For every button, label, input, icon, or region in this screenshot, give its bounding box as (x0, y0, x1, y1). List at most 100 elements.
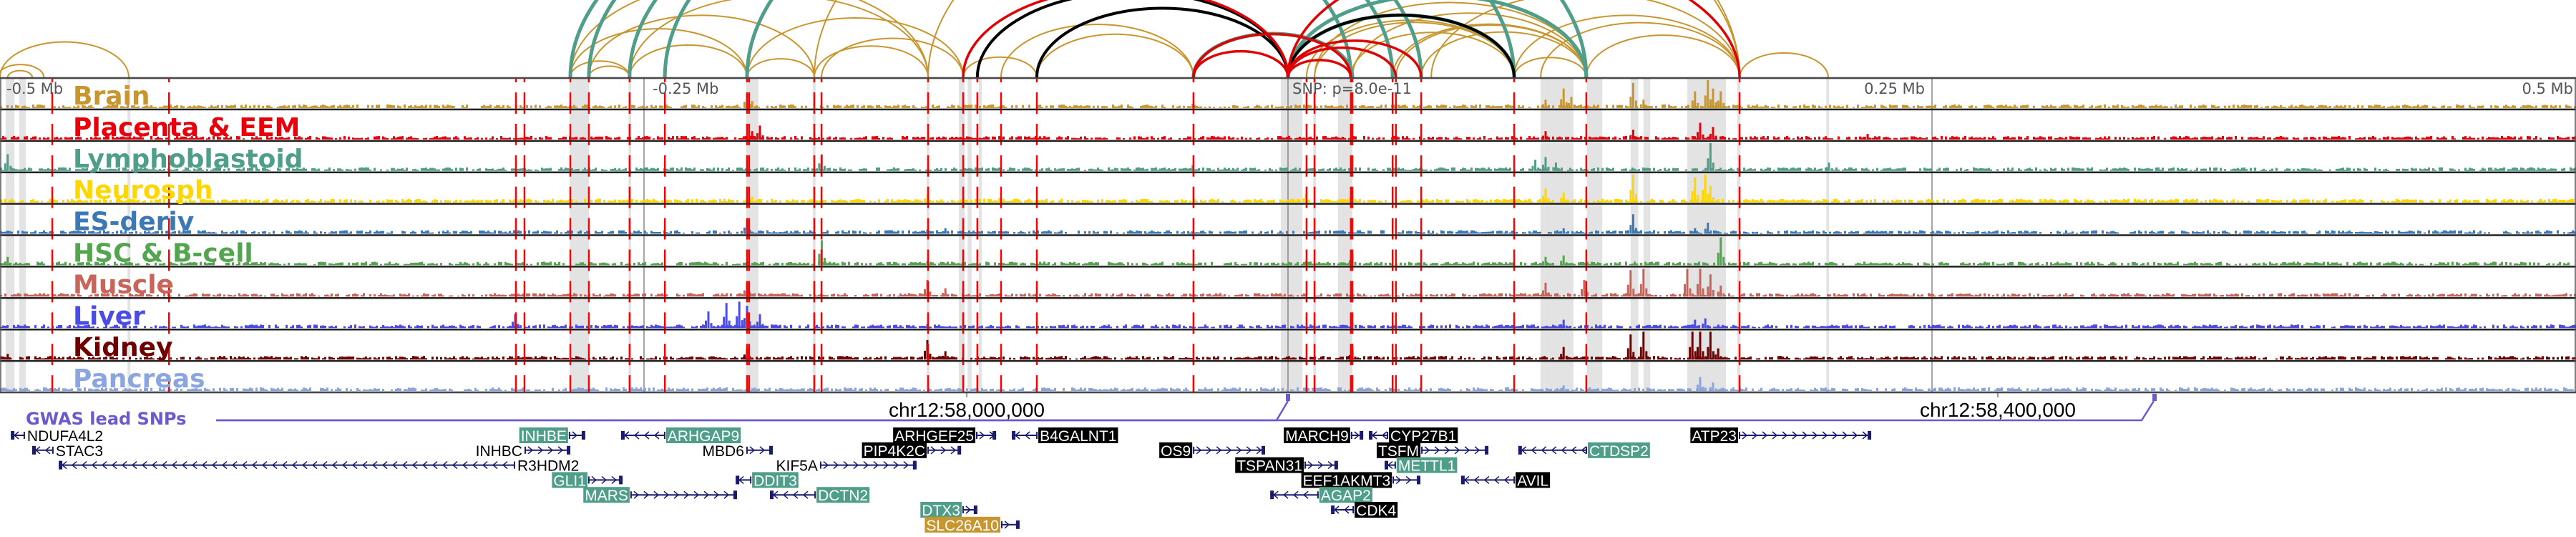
axis-tick-label: -0.5 Mb (6, 80, 63, 97)
gene-os9[interactable]: OS9 (1159, 442, 1265, 460)
gene-label[interactable]: MARCH9 (1285, 428, 1349, 445)
signal-peak (929, 291, 932, 297)
gene-pip4k2c[interactable]: PIP4K2C (862, 442, 962, 460)
signal-peak (1562, 255, 1565, 266)
gwas-snp-marker[interactable] (1286, 394, 1290, 401)
gene-label[interactable]: EEF1AKMT3 (1303, 473, 1391, 489)
gene-label[interactable]: TSPAN31 (1236, 458, 1302, 475)
gene-atp23[interactable]: ATP23 (1690, 427, 1872, 445)
loop-arc-gold (587, 14, 815, 78)
signal-peak (924, 289, 926, 297)
signal-peak (1560, 324, 1563, 329)
gene-label-box (1516, 472, 1551, 488)
signal-peak (1537, 168, 1540, 171)
gene-label-box (1235, 457, 1304, 473)
gene-march9[interactable]: MARCH9 (1284, 427, 1364, 445)
gene-structure-icon (927, 445, 962, 455)
gene-label[interactable]: AVIL (1517, 473, 1548, 489)
gene-mettl1[interactable]: METTL1 (1385, 457, 1458, 475)
signal-peak (1707, 158, 1709, 171)
gene-label[interactable]: KIF5A (776, 458, 818, 475)
loop-arc-black (1287, 14, 1516, 78)
loop-arc-gold (1430, 0, 1741, 78)
gene-stac3[interactable]: STAC3 (32, 443, 103, 460)
track-label: Neurosph (73, 176, 213, 205)
gene-label-box (920, 502, 962, 518)
gene-label[interactable]: CDK4 (1356, 503, 1396, 519)
gene-label[interactable]: SLC26A10 (926, 518, 999, 534)
gene-label[interactable]: NDUFA4L2 (27, 428, 103, 445)
loop-arc-red (1192, 49, 1289, 78)
gene-ctdsp2[interactable]: CTDSP2 (1518, 442, 1650, 460)
gene-label[interactable]: MARS (585, 488, 628, 504)
gene-dtx3[interactable]: DTX3 (920, 502, 977, 519)
signal-peak (758, 314, 761, 329)
loop-arc-gold (1513, 57, 1587, 78)
signal-peak (1565, 199, 1568, 203)
gene-label[interactable]: GLI1 (553, 473, 586, 489)
signal-peak (1349, 260, 1351, 266)
gene-label[interactable]: MBD6 (703, 443, 744, 460)
loop-arc-gold (821, 37, 965, 78)
gene-label[interactable]: AGAP2 (1321, 488, 1371, 504)
gene-cyp27b1[interactable]: CYP27B1 (1369, 427, 1458, 445)
signal-peak (1697, 102, 1699, 108)
gene-ddit3[interactable]: DDIT3 (736, 472, 799, 489)
track-label: Brain (73, 82, 150, 111)
signal-peak (1714, 388, 1717, 391)
signal-peak (725, 303, 728, 329)
gene-label[interactable]: INHBC (476, 443, 522, 460)
signal-background (0, 387, 2574, 391)
gene-label[interactable]: B4GALNT1 (1040, 428, 1116, 445)
signal-peak (1560, 198, 1563, 203)
gene-r3hdm2[interactable]: R3HDM2 (59, 458, 579, 475)
gene-label[interactable]: DDIT3 (753, 473, 797, 489)
gene-structure-icon (620, 431, 665, 440)
signal-peak (1547, 105, 1550, 108)
gene-inhbe[interactable]: INHBE (519, 427, 585, 445)
gene-label[interactable]: PIP4K2C (864, 443, 925, 460)
gene-label[interactable]: INHBE (521, 428, 567, 445)
gene-ndufa4l2[interactable]: NDUFA4L2 (11, 428, 103, 445)
gene-agap2[interactable]: AGAP2 (1270, 487, 1372, 504)
gene-b4galnt1[interactable]: B4GALNT1 (1012, 427, 1118, 445)
gene-mars[interactable]: MARS (583, 487, 737, 504)
loop-arc-gold (0, 41, 130, 78)
gene-gli1[interactable]: GLI1 (552, 472, 623, 489)
gene-label[interactable]: ARHGEF25 (894, 428, 974, 445)
gene-label[interactable]: CTDSP2 (1589, 443, 1649, 460)
chromatin-loop-arcs (0, 0, 1829, 78)
signal-peak (1694, 177, 1697, 203)
gene-label[interactable]: STAC3 (56, 443, 103, 460)
gene-label[interactable]: TSFM (1378, 443, 1419, 460)
signal-peak (743, 390, 746, 391)
gene-mbd6[interactable]: MBD6 (703, 443, 773, 460)
gene-label[interactable]: METTL1 (1398, 458, 1456, 475)
gene-label[interactable]: R3HDM2 (517, 458, 579, 475)
gene-slc26a10[interactable]: SLC26A10 (924, 516, 1020, 534)
signal-peak (1707, 325, 1709, 329)
signal-peak (1634, 228, 1637, 234)
signal-peak (1189, 168, 1191, 171)
gene-eef1akmt3[interactable]: EEF1AKMT3 (1301, 472, 1421, 489)
gene-inhbc[interactable]: INHBC (476, 443, 571, 460)
gene-label[interactable]: DCTN2 (818, 488, 868, 504)
signal-tracks (0, 77, 2576, 394)
gene-label[interactable]: ATP23 (1692, 428, 1737, 445)
gene-structure-icon (976, 431, 997, 440)
gene-label[interactable]: OS9 (1161, 443, 1191, 460)
gene-label[interactable]: DTX3 (922, 503, 960, 519)
gene-cdk4[interactable]: CDK4 (1331, 502, 1398, 519)
signal-peak (1709, 185, 1712, 203)
gwas-snp-marker[interactable] (2152, 394, 2157, 401)
gene-arhgef25[interactable]: ARHGEF25 (893, 427, 997, 445)
signal-peak (9, 262, 12, 266)
gene-avil[interactable]: AVIL (1460, 472, 1551, 489)
gene-arhgap9[interactable]: ARHGAP9 (620, 427, 741, 445)
gene-label[interactable]: ARHGAP9 (668, 428, 739, 445)
gene-dctn2[interactable]: DCTN2 (770, 487, 870, 504)
gene-tspan31[interactable]: TSPAN31 (1235, 457, 1338, 475)
gene-label[interactable]: CYP27B1 (1390, 428, 1456, 445)
gene-kif5a[interactable]: KIF5A (776, 458, 917, 475)
gene-tsfm[interactable]: TSFM (1376, 442, 1489, 460)
